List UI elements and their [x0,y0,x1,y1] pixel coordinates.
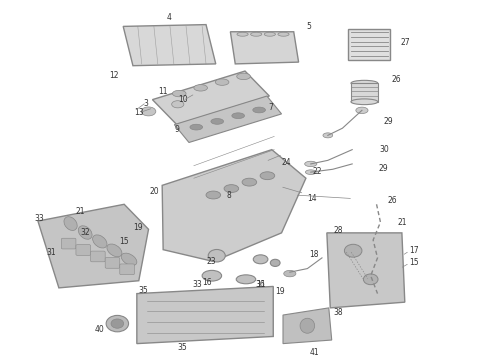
Ellipse shape [93,235,107,248]
Ellipse shape [64,217,77,230]
Ellipse shape [351,99,378,105]
Text: 24: 24 [282,158,291,167]
Polygon shape [152,71,270,125]
Polygon shape [230,32,298,64]
Text: 31: 31 [46,248,56,257]
Text: 35: 35 [139,285,148,294]
Text: 20: 20 [150,187,160,196]
Bar [348,29,390,60]
Ellipse shape [270,259,280,266]
Text: 35: 35 [178,343,188,352]
Text: 5: 5 [306,22,311,31]
Ellipse shape [351,80,378,86]
Ellipse shape [300,318,315,333]
Text: 21: 21 [75,207,85,216]
Ellipse shape [232,113,245,118]
FancyBboxPatch shape [61,238,76,249]
Text: 19: 19 [133,222,143,231]
Text: 38: 38 [334,309,343,318]
Ellipse shape [202,270,221,281]
Ellipse shape [107,244,122,257]
Text: 10: 10 [178,95,187,104]
Text: 3: 3 [144,99,148,108]
Ellipse shape [224,185,239,193]
Text: 11: 11 [158,87,168,96]
Ellipse shape [208,249,225,262]
Text: 40: 40 [95,325,105,334]
Text: 29: 29 [384,117,393,126]
Text: 9: 9 [174,125,179,134]
Ellipse shape [237,32,248,36]
Text: 36: 36 [256,280,266,289]
Polygon shape [283,308,332,343]
Text: 16: 16 [202,278,212,287]
Text: 13: 13 [134,108,144,117]
Text: 11: 11 [256,280,265,289]
FancyBboxPatch shape [120,264,134,275]
Text: 14: 14 [307,194,317,203]
Ellipse shape [305,170,316,175]
Polygon shape [38,204,148,288]
Ellipse shape [278,32,289,36]
Text: 41: 41 [309,348,319,357]
Text: 26: 26 [391,76,401,85]
Text: 33: 33 [34,214,44,223]
Ellipse shape [190,124,202,130]
Text: 19: 19 [275,287,285,296]
Text: 12: 12 [110,71,119,80]
Text: 21: 21 [397,218,407,227]
Ellipse shape [264,32,275,36]
Polygon shape [137,287,273,343]
Text: 7: 7 [269,103,273,112]
Ellipse shape [111,319,123,328]
Ellipse shape [121,253,137,265]
Text: 8: 8 [226,190,231,199]
FancyBboxPatch shape [91,251,105,262]
Polygon shape [162,150,306,261]
Ellipse shape [141,107,156,116]
FancyBboxPatch shape [105,257,120,268]
Text: 17: 17 [410,246,419,255]
Ellipse shape [260,172,275,180]
Ellipse shape [172,90,186,97]
Ellipse shape [284,270,296,277]
Ellipse shape [250,32,262,36]
Ellipse shape [194,85,207,91]
Polygon shape [123,24,216,66]
Text: 27: 27 [401,38,411,47]
Ellipse shape [253,107,266,113]
Text: 30: 30 [379,145,389,154]
Text: 32: 32 [81,228,91,237]
Ellipse shape [356,107,368,113]
Ellipse shape [344,244,362,257]
Ellipse shape [106,315,128,332]
Text: 15: 15 [410,258,419,267]
Ellipse shape [323,133,333,138]
Ellipse shape [206,191,220,199]
Polygon shape [174,96,282,143]
Bar [351,83,378,102]
FancyBboxPatch shape [76,245,91,255]
Ellipse shape [172,101,184,108]
Text: 18: 18 [309,250,319,259]
Ellipse shape [215,79,229,85]
Text: 23: 23 [207,257,217,266]
Ellipse shape [237,73,250,80]
Text: 4: 4 [167,13,172,22]
Text: 28: 28 [334,226,343,235]
Text: 26: 26 [387,196,397,205]
Ellipse shape [305,161,317,167]
Ellipse shape [78,226,92,239]
Ellipse shape [236,275,256,284]
Ellipse shape [211,118,223,124]
Text: 29: 29 [379,164,389,173]
Text: 22: 22 [312,167,322,176]
Ellipse shape [242,178,257,186]
Polygon shape [327,233,405,308]
Text: 15: 15 [119,237,129,246]
Ellipse shape [253,255,268,264]
Text: 33: 33 [193,280,202,289]
Ellipse shape [364,274,378,285]
